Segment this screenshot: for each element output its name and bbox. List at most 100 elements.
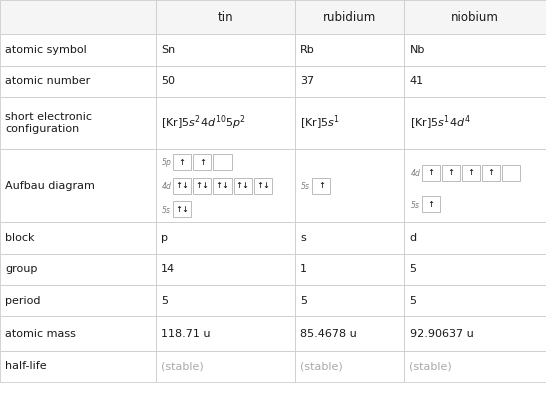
- Text: niobium: niobium: [451, 10, 499, 24]
- Text: 1: 1: [300, 265, 307, 274]
- Bar: [0, 34, 156, 66]
- Text: Rb: Rb: [300, 45, 315, 55]
- Text: 4$d$: 4$d$: [410, 167, 421, 178]
- Bar: [404, 34, 546, 66]
- Bar: [404, 285, 546, 316]
- Bar: [295, 149, 404, 222]
- Text: Sn: Sn: [161, 45, 175, 55]
- Text: ↑↓: ↑↓: [236, 181, 250, 190]
- Text: 5$s$: 5$s$: [161, 204, 172, 215]
- Text: 118.71 u: 118.71 u: [161, 329, 211, 339]
- Bar: [173, 201, 191, 217]
- Bar: [213, 154, 232, 170]
- Bar: [404, 149, 546, 222]
- Bar: [173, 178, 191, 194]
- Bar: [234, 178, 252, 194]
- Bar: [156, 97, 295, 149]
- Bar: [295, 316, 404, 351]
- Text: (stable): (stable): [410, 362, 452, 371]
- Text: ↑: ↑: [199, 158, 206, 167]
- Bar: [295, 97, 404, 149]
- Text: ↑: ↑: [179, 158, 186, 167]
- Text: [Kr]5$s^{2}$4$d^{10}$5$p^{2}$: [Kr]5$s^{2}$4$d^{10}$5$p^{2}$: [161, 114, 246, 133]
- Bar: [0, 0, 156, 34]
- Text: ↑↓: ↑↓: [216, 181, 229, 190]
- Bar: [156, 149, 295, 222]
- Text: atomic symbol: atomic symbol: [5, 45, 87, 55]
- Bar: [0, 149, 156, 222]
- Bar: [156, 254, 295, 285]
- Text: ↑: ↑: [318, 181, 325, 190]
- Text: 5: 5: [300, 296, 307, 306]
- Text: half-life: half-life: [5, 362, 47, 371]
- Text: [Kr]5$s^{1}$: [Kr]5$s^{1}$: [300, 114, 341, 133]
- Text: (stable): (stable): [300, 362, 343, 371]
- Text: s: s: [300, 233, 306, 243]
- Text: atomic mass: atomic mass: [5, 329, 76, 339]
- Text: period: period: [5, 296, 41, 306]
- Text: Nb: Nb: [410, 45, 425, 55]
- Bar: [502, 165, 520, 181]
- Bar: [404, 0, 546, 34]
- Bar: [156, 34, 295, 66]
- Bar: [156, 351, 295, 382]
- Bar: [295, 222, 404, 254]
- Text: [Kr]5$s^{1}$4$d^{4}$: [Kr]5$s^{1}$4$d^{4}$: [410, 114, 470, 133]
- Text: block: block: [5, 233, 35, 243]
- Bar: [404, 254, 546, 285]
- Bar: [295, 254, 404, 285]
- Bar: [0, 66, 156, 97]
- Bar: [0, 97, 156, 149]
- Text: ↑↓: ↑↓: [175, 181, 189, 190]
- Text: (stable): (stable): [161, 362, 204, 371]
- Bar: [295, 34, 404, 66]
- Text: atomic number: atomic number: [5, 76, 91, 86]
- Text: 5: 5: [410, 265, 417, 274]
- Text: 5: 5: [410, 296, 417, 306]
- Text: 5$p$: 5$p$: [161, 156, 173, 169]
- Bar: [156, 316, 295, 351]
- Bar: [295, 351, 404, 382]
- Text: ↑↓: ↑↓: [256, 181, 270, 190]
- Text: ↑: ↑: [447, 168, 454, 177]
- Bar: [156, 66, 295, 97]
- Bar: [173, 154, 191, 170]
- Bar: [404, 66, 546, 97]
- Text: ↑: ↑: [488, 168, 495, 177]
- Bar: [156, 285, 295, 316]
- Text: 41: 41: [410, 76, 424, 86]
- Bar: [295, 66, 404, 97]
- Bar: [156, 222, 295, 254]
- Text: 85.4678 u: 85.4678 u: [300, 329, 357, 339]
- Text: 5: 5: [161, 296, 168, 306]
- Text: group: group: [5, 265, 38, 274]
- Bar: [0, 351, 156, 382]
- Text: 5$s$: 5$s$: [300, 180, 311, 191]
- Bar: [442, 165, 460, 181]
- Text: d: d: [410, 233, 417, 243]
- Text: short electronic
configuration: short electronic configuration: [5, 112, 92, 134]
- Text: rubidium: rubidium: [323, 10, 376, 24]
- Text: tin: tin: [217, 10, 233, 24]
- Bar: [404, 351, 546, 382]
- Bar: [422, 196, 440, 212]
- Bar: [193, 178, 211, 194]
- Bar: [156, 0, 295, 34]
- Text: 92.90637 u: 92.90637 u: [410, 329, 473, 339]
- Text: 4$d$: 4$d$: [161, 180, 173, 191]
- Text: ↑: ↑: [427, 168, 434, 177]
- Bar: [0, 254, 156, 285]
- Text: ↑: ↑: [467, 168, 474, 177]
- Bar: [422, 165, 440, 181]
- Bar: [254, 178, 272, 194]
- Bar: [213, 178, 232, 194]
- Text: ↑: ↑: [427, 199, 434, 209]
- Bar: [0, 285, 156, 316]
- Bar: [462, 165, 480, 181]
- Bar: [0, 222, 156, 254]
- Bar: [295, 285, 404, 316]
- Bar: [404, 222, 546, 254]
- Text: 37: 37: [300, 76, 314, 86]
- Bar: [404, 97, 546, 149]
- Bar: [193, 154, 211, 170]
